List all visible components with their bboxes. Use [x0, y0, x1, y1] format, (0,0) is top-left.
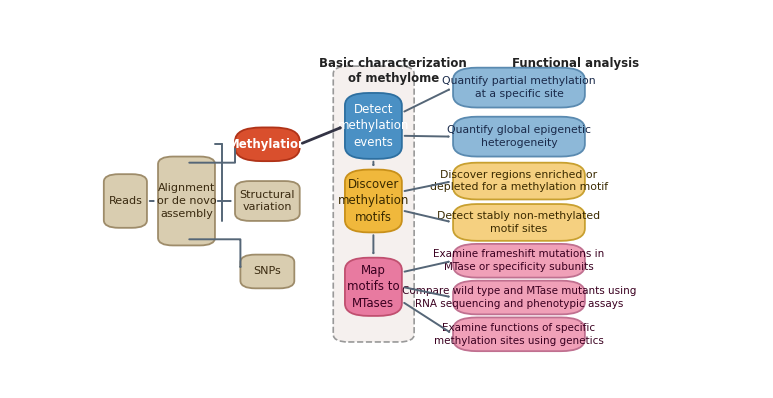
Text: Reads: Reads: [108, 196, 142, 206]
FancyBboxPatch shape: [345, 258, 402, 316]
Text: Basic characterization
of methylome: Basic characterization of methylome: [319, 57, 467, 85]
Text: SNPs: SNPs: [254, 267, 281, 277]
FancyBboxPatch shape: [345, 93, 402, 159]
FancyBboxPatch shape: [345, 170, 402, 232]
Text: Map
motifs to
MTases: Map motifs to MTases: [347, 264, 400, 310]
FancyBboxPatch shape: [235, 181, 300, 221]
Text: Examine functions of specific
methylation sites using genetics: Examine functions of specific methylatio…: [434, 323, 604, 346]
Text: Alignment
or de novo
assembly: Alignment or de novo assembly: [157, 183, 216, 219]
FancyBboxPatch shape: [453, 117, 585, 156]
FancyBboxPatch shape: [453, 244, 585, 278]
FancyBboxPatch shape: [333, 66, 414, 342]
FancyBboxPatch shape: [453, 318, 585, 351]
Text: Detect
methylation
events: Detect methylation events: [338, 103, 409, 149]
Text: Structural
variation: Structural variation: [240, 189, 295, 213]
FancyBboxPatch shape: [453, 204, 585, 241]
Text: Detect stably non-methylated
motif sites: Detect stably non-methylated motif sites: [438, 211, 601, 234]
Text: Methylation: Methylation: [228, 138, 307, 151]
FancyBboxPatch shape: [235, 127, 300, 161]
FancyBboxPatch shape: [453, 281, 585, 314]
FancyBboxPatch shape: [240, 255, 295, 288]
Text: Quantify global epigenetic
heterogeneity: Quantify global epigenetic heterogeneity: [447, 125, 591, 148]
Text: Quantify partial methylation
at a specific site: Quantify partial methylation at a specif…: [442, 76, 596, 99]
FancyBboxPatch shape: [158, 156, 215, 246]
FancyBboxPatch shape: [453, 68, 585, 107]
Text: Discover regions enriched or
depleted for a methylation motif: Discover regions enriched or depleted fo…: [430, 170, 608, 193]
FancyBboxPatch shape: [104, 174, 147, 228]
Text: Examine frameshift mutations in
MTase or specificity subunits: Examine frameshift mutations in MTase or…: [434, 250, 604, 272]
Text: Discover
methylation
motifs: Discover methylation motifs: [338, 178, 409, 224]
FancyBboxPatch shape: [453, 163, 585, 199]
Text: Compare wild type and MTase mutants using
RNA sequencing and phenotypic assays: Compare wild type and MTase mutants usin…: [402, 286, 636, 309]
Text: Functional analysis: Functional analysis: [512, 57, 639, 70]
